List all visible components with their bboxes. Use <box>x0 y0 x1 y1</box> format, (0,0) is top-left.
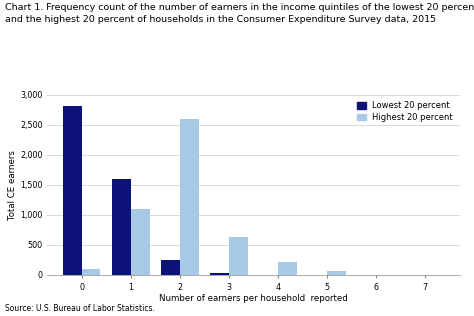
Bar <box>327 271 346 275</box>
Bar <box>112 179 131 275</box>
Y-axis label: Total CE earners: Total CE earners <box>8 150 17 220</box>
Bar <box>131 210 149 275</box>
Legend: Lowest 20 percent, Highest 20 percent: Lowest 20 percent, Highest 20 percent <box>355 99 456 125</box>
X-axis label: Number of earners per household  reported: Number of earners per household reported <box>159 294 348 303</box>
Bar <box>161 260 180 275</box>
Text: Source: U.S. Bureau of Labor Statistics.: Source: U.S. Bureau of Labor Statistics. <box>5 304 155 313</box>
Bar <box>82 269 100 275</box>
Bar <box>210 273 229 275</box>
Bar <box>63 106 82 275</box>
Bar <box>229 237 248 275</box>
Bar <box>180 119 199 275</box>
Bar <box>278 262 297 275</box>
Text: Chart 1. Frequency count of the number of earners in the income quintiles of the: Chart 1. Frequency count of the number o… <box>5 3 474 24</box>
